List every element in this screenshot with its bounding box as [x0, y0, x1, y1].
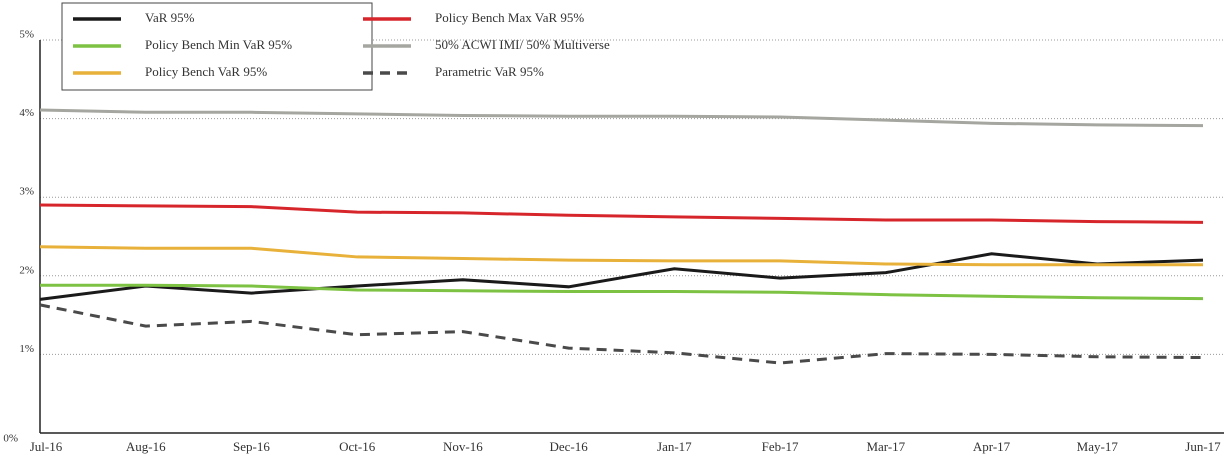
x-tick-label: Jun-17: [1185, 439, 1221, 454]
x-tick-label: Nov-16: [443, 439, 483, 454]
legend-label: 50% ACWI IMI/ 50% Multiverse: [435, 37, 610, 52]
x-tick-label: Jul-16: [30, 439, 63, 454]
y-tick-label: 2%: [19, 264, 34, 276]
y-tick-label: 0%: [3, 433, 18, 445]
x-tick-label: Apr-17: [973, 439, 1011, 454]
x-tick-label: Oct-16: [339, 439, 376, 454]
x-tick-label: Dec-16: [550, 439, 589, 454]
legend-label: VaR 95%: [145, 10, 195, 25]
x-tick-label: May-17: [1077, 439, 1119, 454]
series-line: [39, 252, 1204, 301]
x-tick-label: Aug-16: [126, 439, 166, 454]
series-line: [39, 245, 1203, 267]
legend-label: Policy Bench Min VaR 95%: [145, 37, 292, 52]
legend-label: Policy Bench Max VaR 95%: [435, 10, 584, 25]
legend: VaR 95% Policy Bench Min VaR 95% Policy Be…: [61, 2, 610, 91]
y-tick-label: 1%: [19, 343, 34, 355]
legend-label: Policy Bench VaR 95%: [145, 64, 267, 79]
series-line: [40, 283, 1204, 301]
y-tick-label: 4%: [19, 107, 34, 119]
series-line: [39, 203, 1204, 224]
y-tick-label: 3%: [19, 186, 34, 198]
legend-label: Parametric VaR 95%: [435, 64, 544, 79]
series-line: [39, 108, 1204, 128]
x-tick-label: Feb-17: [762, 439, 799, 454]
x-tick-label: Sep-16: [233, 439, 270, 454]
x-tick-label: Jan-17: [657, 439, 692, 454]
y-tick-label: 5%: [19, 29, 34, 41]
series-line: [39, 303, 1204, 365]
x-tick-label: Mar-17: [866, 439, 905, 454]
